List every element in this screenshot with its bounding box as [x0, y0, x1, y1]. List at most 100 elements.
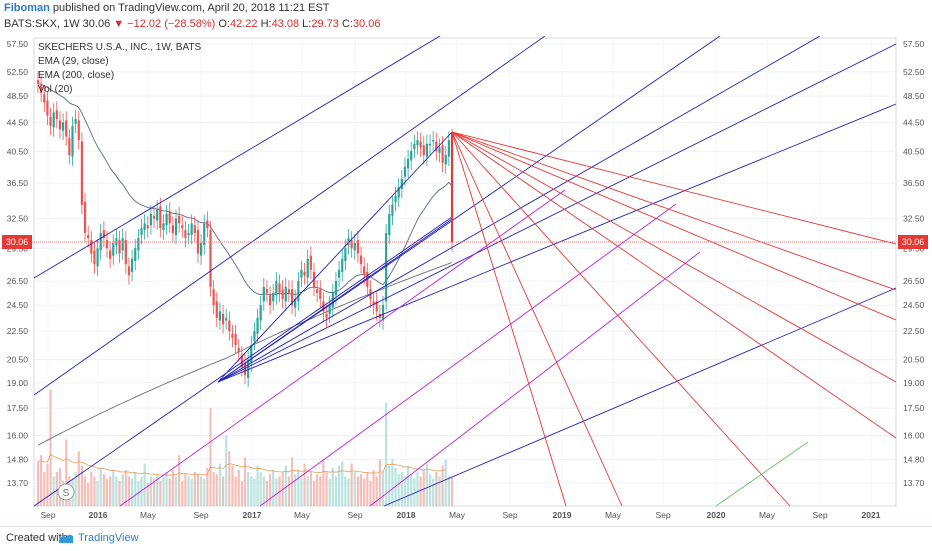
x-tick-label: May [294, 510, 311, 520]
candle-body [297, 281, 300, 302]
volume-bar [130, 478, 134, 506]
y-tick-label-left: 20.50 [7, 355, 29, 365]
tradingview-link[interactable]: TradingView [78, 532, 139, 544]
candle-body [331, 292, 334, 308]
candle-body [199, 243, 203, 256]
red-fan-line [451, 131, 897, 321]
last-price-tag-right [898, 235, 928, 249]
price-chart[interactable]: 57.5052.5048.5044.5040.5036.5032.5029.50… [0, 35, 932, 524]
volume-bar [146, 483, 149, 506]
chart-area[interactable]: 57.5052.5048.5044.5040.5036.5032.5029.50… [0, 35, 932, 524]
blue-fan-line [217, 131, 453, 383]
volume-bar [65, 439, 68, 506]
candle-body [193, 225, 196, 234]
volume-bar [240, 480, 243, 506]
candle-body [268, 295, 272, 306]
candle-body [77, 120, 80, 141]
candle-body [247, 359, 250, 379]
candle-body [165, 213, 168, 226]
blue-fan-line [33, 216, 453, 507]
candle-body [162, 223, 165, 231]
candle-body [290, 289, 294, 306]
volume-bar [90, 472, 93, 506]
red-fan-line [451, 131, 791, 507]
candle-body [237, 347, 240, 353]
symbol-marker-circle[interactable] [57, 483, 75, 501]
volume-bar [121, 474, 124, 506]
legend-title: SKECHERS U.S.A., INC., 1W, BATS [38, 42, 202, 53]
legend: SKECHERS U.S.A., INC., 1W, BATS EMA (29,… [38, 42, 202, 95]
candle-body [87, 235, 90, 239]
volume-bar [203, 478, 206, 506]
volume-bar [284, 465, 287, 506]
volume-bar [447, 476, 450, 506]
candle-body [350, 240, 353, 249]
volume-bar [331, 467, 334, 506]
volume-bar [112, 469, 115, 506]
y-tick-label-right: 44.50 [903, 117, 925, 127]
candle-body [74, 119, 77, 124]
candle-body [221, 313, 225, 325]
y-tick-label-left: 40.50 [7, 146, 29, 156]
open-label: O: [218, 18, 230, 30]
symbol-marker[interactable]: S [57, 483, 75, 501]
volume-bar [46, 463, 49, 506]
candle-body [228, 320, 231, 332]
candle-body [432, 140, 435, 142]
volume-bar [152, 478, 156, 506]
volume-bar [441, 465, 444, 506]
time-axis: Sep 2016 May Sep 2017 May Sep 2018 May Sep 2019 May… [40, 510, 880, 520]
down-arrow-icon: ▼ [113, 18, 125, 30]
candle-body [49, 116, 52, 126]
candle-body [372, 301, 375, 306]
left-price-axis: 57.5052.5048.5044.5040.5036.5032.5029.50… [7, 39, 29, 488]
volume-bar [209, 408, 212, 506]
volume-bar [325, 472, 328, 506]
candle-body [43, 94, 46, 103]
candle-body [149, 213, 153, 226]
volume-bar [363, 478, 366, 506]
legend-ema200: EMA (200, close) [38, 70, 114, 81]
x-tick-label: May [449, 510, 466, 520]
volume-bar [410, 474, 413, 506]
y-tick-label-right: 19.00 [903, 378, 925, 388]
volume-bar [99, 467, 102, 506]
y-tick-label-left: 52.50 [7, 67, 29, 77]
volume-bar [93, 476, 96, 506]
y-tick-label-right: 24.50 [903, 300, 925, 310]
volume-bar [344, 476, 347, 506]
x-tick-label: 2018 [397, 510, 416, 520]
volume-bar [77, 451, 80, 506]
red-fan-line [451, 131, 897, 439]
x-tick-label: May [759, 510, 776, 520]
volume-bar [196, 474, 200, 506]
candle-body [181, 225, 184, 229]
symbol-marker-letter: S [63, 488, 70, 499]
close-label: C: [341, 18, 353, 30]
candle-body [253, 331, 256, 341]
candle-body [124, 240, 127, 265]
x-tick-label: Sep [502, 510, 517, 520]
candle-body [174, 218, 178, 236]
volume-bar [134, 472, 137, 506]
volume-bar [174, 476, 178, 506]
x-tick-label: May [605, 510, 622, 520]
author-link[interactable]: Fiboman [4, 2, 50, 14]
low-label: L: [302, 18, 312, 30]
volume-bar [237, 469, 240, 506]
candle-body [294, 298, 297, 308]
volume-bar [193, 472, 196, 506]
candle-body [127, 266, 131, 276]
candle-body [262, 286, 265, 302]
y-tick-label-right: 20.50 [903, 355, 925, 365]
volume-bar [388, 465, 391, 506]
candle-body [65, 120, 68, 137]
symbol-label: BATS:SKX, 1W [4, 18, 80, 30]
y-tick-label-right: 40.50 [903, 146, 925, 156]
candle-body [278, 283, 281, 293]
blue-fan-line [33, 35, 546, 396]
candle-body [80, 141, 84, 205]
volume-bar [243, 457, 247, 506]
volume-bar [231, 465, 234, 506]
volume-bar [428, 474, 432, 506]
